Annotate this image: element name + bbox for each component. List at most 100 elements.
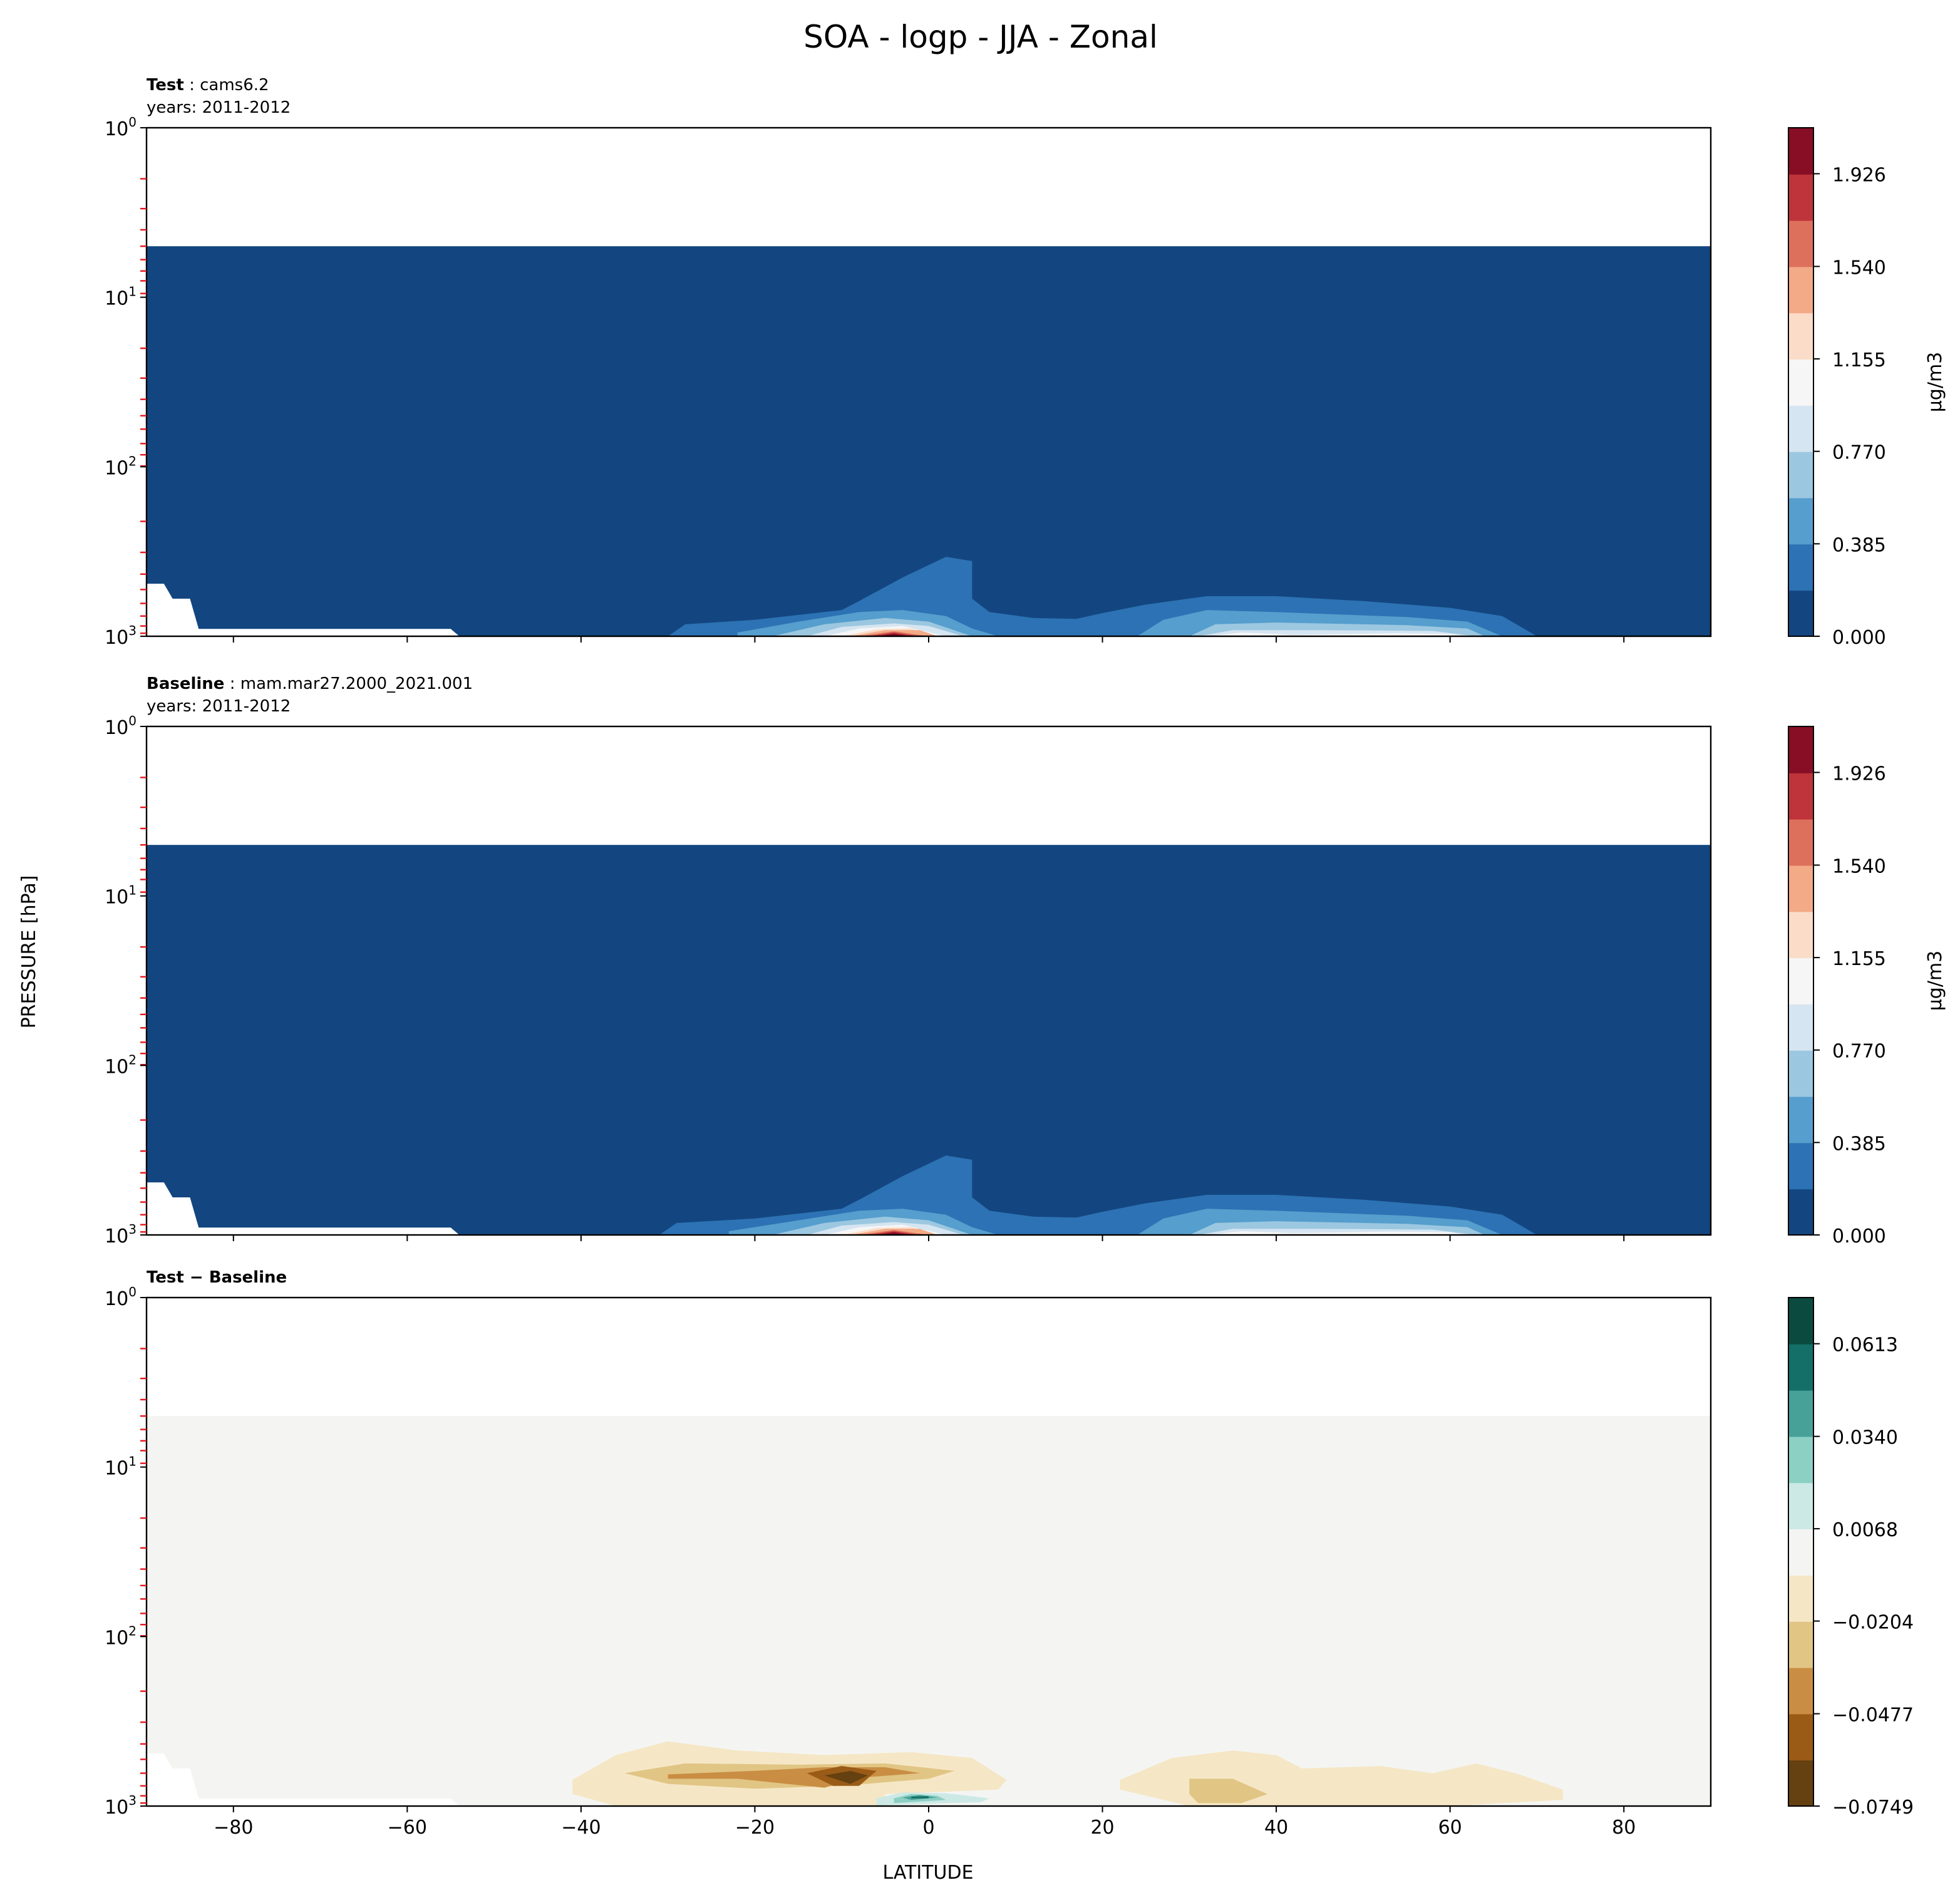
colorbar-band — [1788, 312, 1813, 360]
panel-header-name: : cams6.2 — [184, 76, 269, 95]
x-tick-label: 60 — [1438, 1817, 1462, 1839]
colorbar-frame — [1788, 127, 1814, 637]
colorbar-tick-label: 0.000 — [1832, 627, 1886, 649]
colorbar-band — [1788, 1003, 1813, 1051]
colorbar-band — [1788, 1574, 1813, 1622]
colorbar-frame — [1788, 726, 1814, 1236]
y-tick-base: 10 — [105, 457, 128, 479]
y-tick-exponent: 1 — [128, 883, 137, 898]
colorbar-band — [1788, 1713, 1813, 1761]
missing-data-region — [147, 1182, 460, 1235]
y-tick-label: 100 — [105, 115, 137, 140]
panel-header: Baseline : mam.mar27.2000_2021.001 — [147, 674, 473, 693]
panel-header-bold: Test − Baseline — [147, 1268, 287, 1287]
colorbar: 0.000 0.385 0.770 1.155 1.540 1.926 μg/m3 — [1788, 127, 1946, 649]
x-tick-label: −40 — [561, 1817, 601, 1839]
plot-area — [147, 845, 1711, 1235]
y-tick-base: 10 — [105, 118, 128, 140]
colorbar-band — [1788, 1142, 1813, 1190]
y-tick-base: 10 — [105, 1056, 128, 1078]
colorbar-tick-label: 0.385 — [1832, 1133, 1886, 1155]
y-tick-exponent: 2 — [128, 453, 137, 468]
colorbar-tick-label: 1.926 — [1832, 763, 1886, 785]
contour-level-9 — [911, 1796, 929, 1799]
colorbar-tick-label: 1.155 — [1832, 948, 1886, 970]
panel-header-bold: Baseline — [147, 674, 224, 693]
colorbar-band — [1788, 451, 1813, 498]
y-tick-label: 100 — [105, 713, 137, 739]
y-tick-exponent: 3 — [128, 1222, 137, 1237]
y-tick-base: 10 — [105, 1797, 128, 1819]
panel-header-bold: Test — [147, 76, 184, 95]
colorbar-band — [1788, 128, 1813, 175]
colorbar-tick-label: 0.0613 — [1832, 1335, 1898, 1356]
panel-subheader: years: 2011-2012 — [147, 697, 291, 716]
contour-level-5 — [1207, 632, 1468, 636]
colorbar-band — [1788, 1343, 1813, 1391]
missing-data-region — [147, 1753, 460, 1806]
colorbar-band — [1788, 1482, 1813, 1530]
colorbar-band — [1788, 865, 1813, 912]
y-tick-label: 101 — [105, 284, 137, 310]
colorbar-frame — [1788, 1297, 1814, 1807]
y-tick-label: 102 — [105, 1623, 137, 1649]
x-axis-label: LATITUDE — [882, 1862, 973, 1884]
colorbar: 0.000 0.385 0.770 1.155 1.540 1.926 μg/m3 — [1788, 726, 1946, 1247]
colorbar-band — [1788, 1298, 1813, 1345]
y-tick-base: 10 — [105, 627, 128, 649]
colorbar-band — [1788, 497, 1813, 545]
y-axis-label: PRESSURE [hPa] — [18, 875, 40, 1029]
y-tick-exponent: 3 — [128, 1793, 137, 1808]
colorbar-tick-label: 0.0068 — [1832, 1519, 1898, 1541]
x-tick-label: −80 — [214, 1817, 253, 1839]
colorbar-tick-label: 0.0340 — [1832, 1427, 1898, 1449]
panel-subheader: years: 2011-2012 — [147, 98, 291, 117]
y-tick-base: 10 — [105, 887, 128, 909]
panel-header: Test − Baseline — [147, 1268, 287, 1287]
panel-header-name: : mam.mar27.2000_2021.001 — [224, 674, 473, 693]
x-tick-label: 40 — [1264, 1817, 1288, 1839]
figure-title: SOA - logp - JJA - Zonal — [803, 19, 1158, 55]
y-tick-exponent: 0 — [128, 1284, 137, 1299]
y-tick-exponent: 0 — [128, 115, 137, 130]
colorbar-tick-label: 1.155 — [1832, 349, 1886, 371]
colorbar-band — [1788, 1529, 1813, 1576]
y-tick-label: 101 — [105, 883, 137, 909]
x-tick-label: 80 — [1612, 1817, 1636, 1839]
colorbar-tick-label: 1.926 — [1832, 164, 1886, 186]
colorbar-tick-label: 0.000 — [1832, 1226, 1886, 1247]
colorbar-band — [1788, 544, 1813, 591]
colorbar-tick-label: 1.540 — [1832, 855, 1886, 877]
plot-area — [147, 246, 1711, 636]
y-tick-exponent: 3 — [128, 623, 137, 638]
colorbar-tick-label: 0.770 — [1832, 1041, 1886, 1063]
colorbar-band — [1788, 590, 1813, 637]
colorbar-band — [1788, 1390, 1813, 1437]
y-tick-exponent: 1 — [128, 1454, 137, 1469]
plot-area — [147, 1416, 1711, 1806]
colorbar-band — [1788, 405, 1813, 452]
y-tick-exponent: 2 — [128, 1052, 137, 1067]
colorbar-label: μg/m3 — [1924, 352, 1946, 413]
colorbar-band — [1788, 911, 1813, 959]
y-tick-base: 10 — [105, 1288, 128, 1310]
colorbar-band — [1788, 1667, 1813, 1715]
y-tick-exponent: 2 — [128, 1623, 137, 1638]
contour-level-5 — [1207, 1231, 1468, 1235]
colorbar-band — [1788, 818, 1813, 866]
colorbar-tick-label: 1.540 — [1832, 257, 1886, 279]
colorbar-band — [1788, 1050, 1813, 1097]
y-tick-base: 10 — [105, 1226, 128, 1247]
colorbar-tick-label: 0.770 — [1832, 442, 1886, 464]
colorbar-band — [1788, 726, 1813, 773]
y-tick-base: 10 — [105, 1458, 128, 1480]
colorbar-band — [1788, 1189, 1813, 1236]
contour-level-0 — [824, 1770, 868, 1784]
y-tick-base: 10 — [105, 717, 128, 739]
y-tick-label: 101 — [105, 1454, 137, 1480]
colorbar-band — [1788, 173, 1813, 221]
colorbar-band — [1788, 266, 1813, 314]
